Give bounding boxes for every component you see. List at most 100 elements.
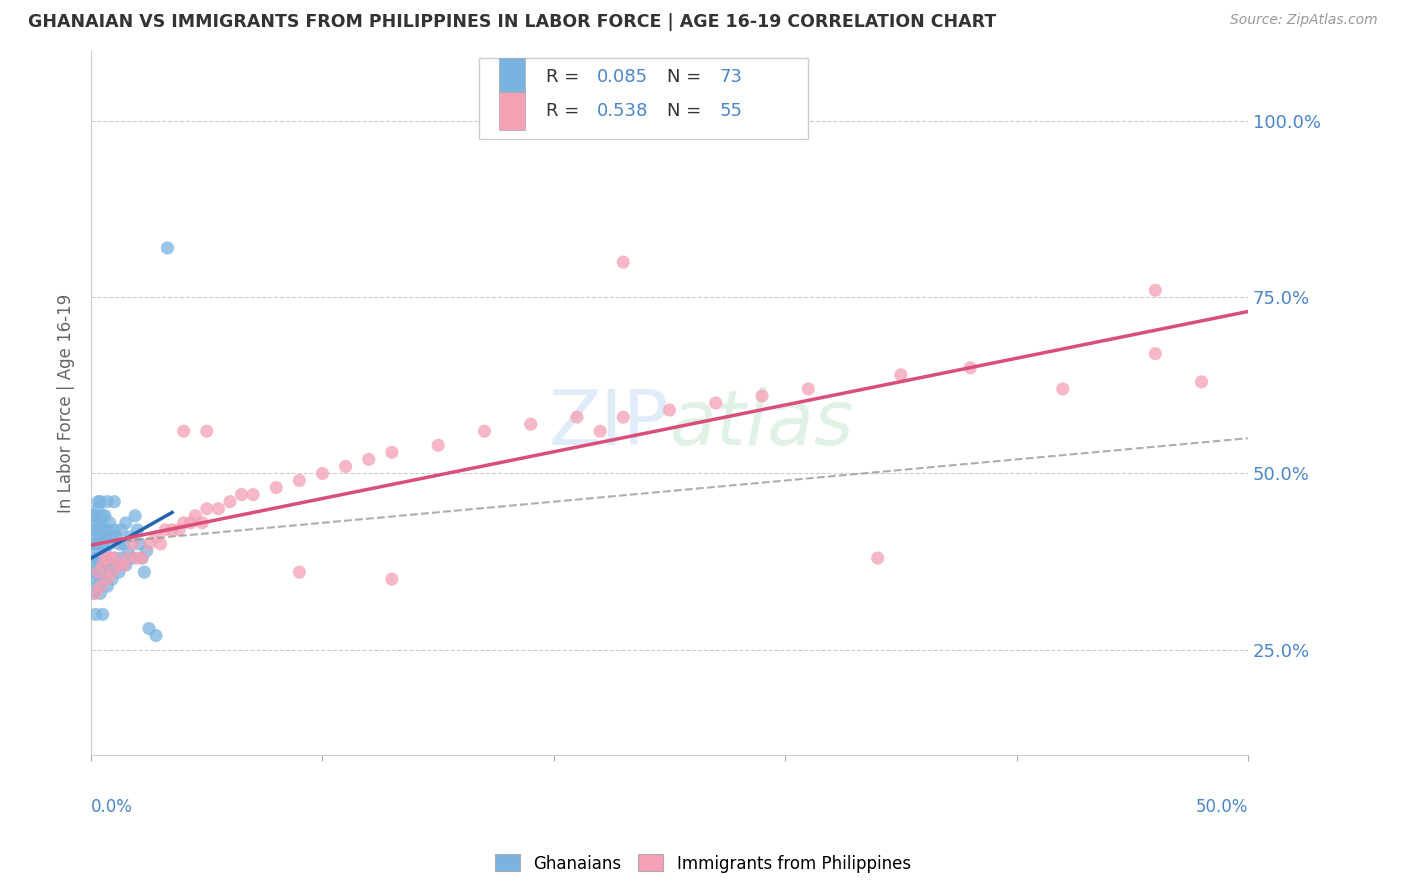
Point <box>335 459 357 474</box>
Point <box>195 501 218 516</box>
Point <box>84 586 107 600</box>
Point <box>191 516 214 530</box>
Point <box>94 508 117 523</box>
Text: 0.0%: 0.0% <box>91 797 134 815</box>
Text: 55: 55 <box>720 102 742 120</box>
Point <box>84 537 107 551</box>
Point <box>87 537 110 551</box>
Point <box>127 551 149 566</box>
Point <box>866 551 889 566</box>
Point <box>242 488 264 502</box>
Point <box>84 558 107 573</box>
Point <box>145 629 167 643</box>
Point <box>89 494 111 508</box>
Point <box>156 241 179 255</box>
Point <box>82 586 104 600</box>
Point <box>311 467 333 481</box>
Point <box>89 572 111 586</box>
Point <box>91 523 114 537</box>
Point <box>105 530 128 544</box>
Point <box>101 572 124 586</box>
Point <box>96 494 118 508</box>
Point <box>89 530 111 544</box>
Point <box>82 508 104 523</box>
Point <box>82 565 104 579</box>
Point <box>357 452 380 467</box>
Point <box>89 579 111 593</box>
Point <box>89 516 111 530</box>
Point <box>87 494 110 508</box>
Point <box>94 530 117 544</box>
Point <box>89 551 111 566</box>
Point <box>131 551 153 566</box>
Point <box>288 474 311 488</box>
Point <box>91 607 114 622</box>
Point <box>91 551 114 566</box>
Text: R =: R = <box>546 68 585 87</box>
Legend: Ghanaians, Immigrants from Philippines: Ghanaians, Immigrants from Philippines <box>488 847 918 880</box>
Text: R =: R = <box>546 102 585 120</box>
Point <box>96 523 118 537</box>
Point <box>91 558 114 573</box>
Point <box>87 579 110 593</box>
Point <box>127 523 149 537</box>
Point <box>427 438 450 452</box>
Point <box>103 551 125 566</box>
Point <box>87 516 110 530</box>
FancyBboxPatch shape <box>478 58 808 139</box>
Point <box>138 622 160 636</box>
Point <box>134 565 156 579</box>
Text: 50.0%: 50.0% <box>1195 797 1249 815</box>
Point <box>658 403 681 417</box>
Text: Source: ZipAtlas.com: Source: ZipAtlas.com <box>1230 13 1378 28</box>
Point <box>231 488 253 502</box>
Point <box>264 481 287 495</box>
Point <box>84 508 107 523</box>
Point <box>108 558 131 573</box>
Point <box>890 368 912 382</box>
Point <box>959 360 981 375</box>
Point <box>103 494 125 508</box>
Point <box>103 551 125 566</box>
Text: 0.085: 0.085 <box>596 68 648 87</box>
Point <box>207 501 229 516</box>
Point <box>112 558 135 573</box>
Text: GHANAIAN VS IMMIGRANTS FROM PHILIPPINES IN LABOR FORCE | AGE 16-19 CORRELATION C: GHANAIAN VS IMMIGRANTS FROM PHILIPPINES … <box>28 13 997 31</box>
Point <box>121 551 143 566</box>
Point <box>108 565 131 579</box>
Y-axis label: In Labor Force | Age 16-19: In Labor Force | Age 16-19 <box>58 293 75 513</box>
Point <box>96 572 118 586</box>
Point <box>145 530 167 544</box>
Point <box>87 565 110 579</box>
Text: atlas: atlas <box>669 387 853 461</box>
Point <box>149 537 172 551</box>
Point <box>184 508 207 523</box>
Point <box>1052 382 1074 396</box>
Point <box>128 537 150 551</box>
Point <box>87 565 110 579</box>
Point <box>91 565 114 579</box>
Text: 0.538: 0.538 <box>596 102 648 120</box>
Point <box>96 551 118 566</box>
Point <box>167 523 190 537</box>
Point <box>110 551 132 566</box>
Point <box>98 551 121 566</box>
Point <box>153 523 176 537</box>
Point <box>135 544 157 558</box>
Point <box>101 565 124 579</box>
Point <box>98 537 121 551</box>
Point <box>84 572 107 586</box>
Point <box>117 544 139 558</box>
Point <box>117 551 139 566</box>
Point <box>1144 347 1167 361</box>
Point <box>94 572 117 586</box>
Point <box>94 558 117 573</box>
Point <box>381 445 404 459</box>
Point <box>98 516 121 530</box>
Text: N =: N = <box>668 68 707 87</box>
Point <box>474 424 496 438</box>
Point <box>612 410 634 425</box>
Point <box>82 537 104 551</box>
Point <box>115 558 138 573</box>
Point <box>704 396 727 410</box>
